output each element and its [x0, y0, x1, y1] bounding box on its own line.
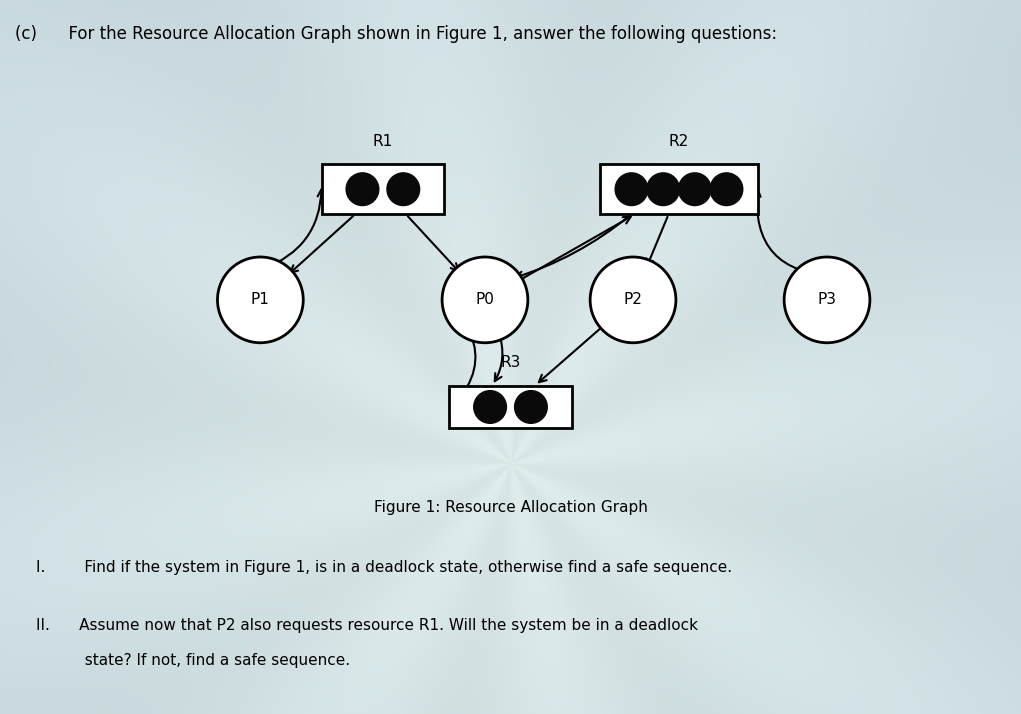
FancyBboxPatch shape [600, 164, 758, 214]
Ellipse shape [615, 173, 648, 206]
FancyArrowPatch shape [407, 216, 458, 271]
Ellipse shape [590, 257, 676, 343]
Ellipse shape [442, 257, 528, 343]
Text: P3: P3 [818, 292, 836, 308]
FancyArrowPatch shape [646, 217, 668, 266]
Text: R2: R2 [669, 134, 689, 149]
Ellipse shape [678, 173, 711, 206]
Ellipse shape [387, 173, 420, 206]
FancyArrowPatch shape [521, 217, 631, 280]
Text: P0: P0 [476, 292, 494, 308]
FancyArrowPatch shape [461, 326, 476, 396]
Ellipse shape [515, 391, 547, 423]
FancyArrowPatch shape [263, 189, 325, 269]
Ellipse shape [784, 257, 870, 343]
Text: I.        Find if the system in Figure 1, is in a deadlock state, otherwise find: I. Find if the system in Figure 1, is in… [36, 560, 732, 575]
FancyArrowPatch shape [753, 189, 837, 276]
Ellipse shape [217, 257, 303, 343]
Ellipse shape [474, 391, 506, 423]
FancyArrowPatch shape [290, 216, 353, 273]
Text: II.      Assume now that P2 also requests resource R1. Will the system be in a d: II. Assume now that P2 also requests res… [36, 618, 697, 633]
Text: (c)      For the Resource Allocation Graph shown in Figure 1, answer the followi: (c) For the Resource Allocation Graph sh… [15, 25, 777, 43]
Ellipse shape [346, 173, 379, 206]
FancyBboxPatch shape [449, 386, 572, 428]
Text: R1: R1 [373, 134, 393, 149]
Text: Figure 1: Resource Allocation Graph: Figure 1: Resource Allocation Graph [374, 500, 647, 515]
FancyArrowPatch shape [495, 333, 502, 381]
Text: state? If not, find a safe sequence.: state? If not, find a safe sequence. [36, 653, 350, 668]
Ellipse shape [711, 173, 743, 206]
FancyArrowPatch shape [516, 216, 629, 278]
FancyArrowPatch shape [539, 325, 604, 382]
FancyBboxPatch shape [322, 164, 444, 214]
Text: R3: R3 [500, 355, 521, 370]
Text: P2: P2 [624, 292, 642, 308]
Ellipse shape [646, 173, 679, 206]
Text: P1: P1 [251, 292, 270, 308]
